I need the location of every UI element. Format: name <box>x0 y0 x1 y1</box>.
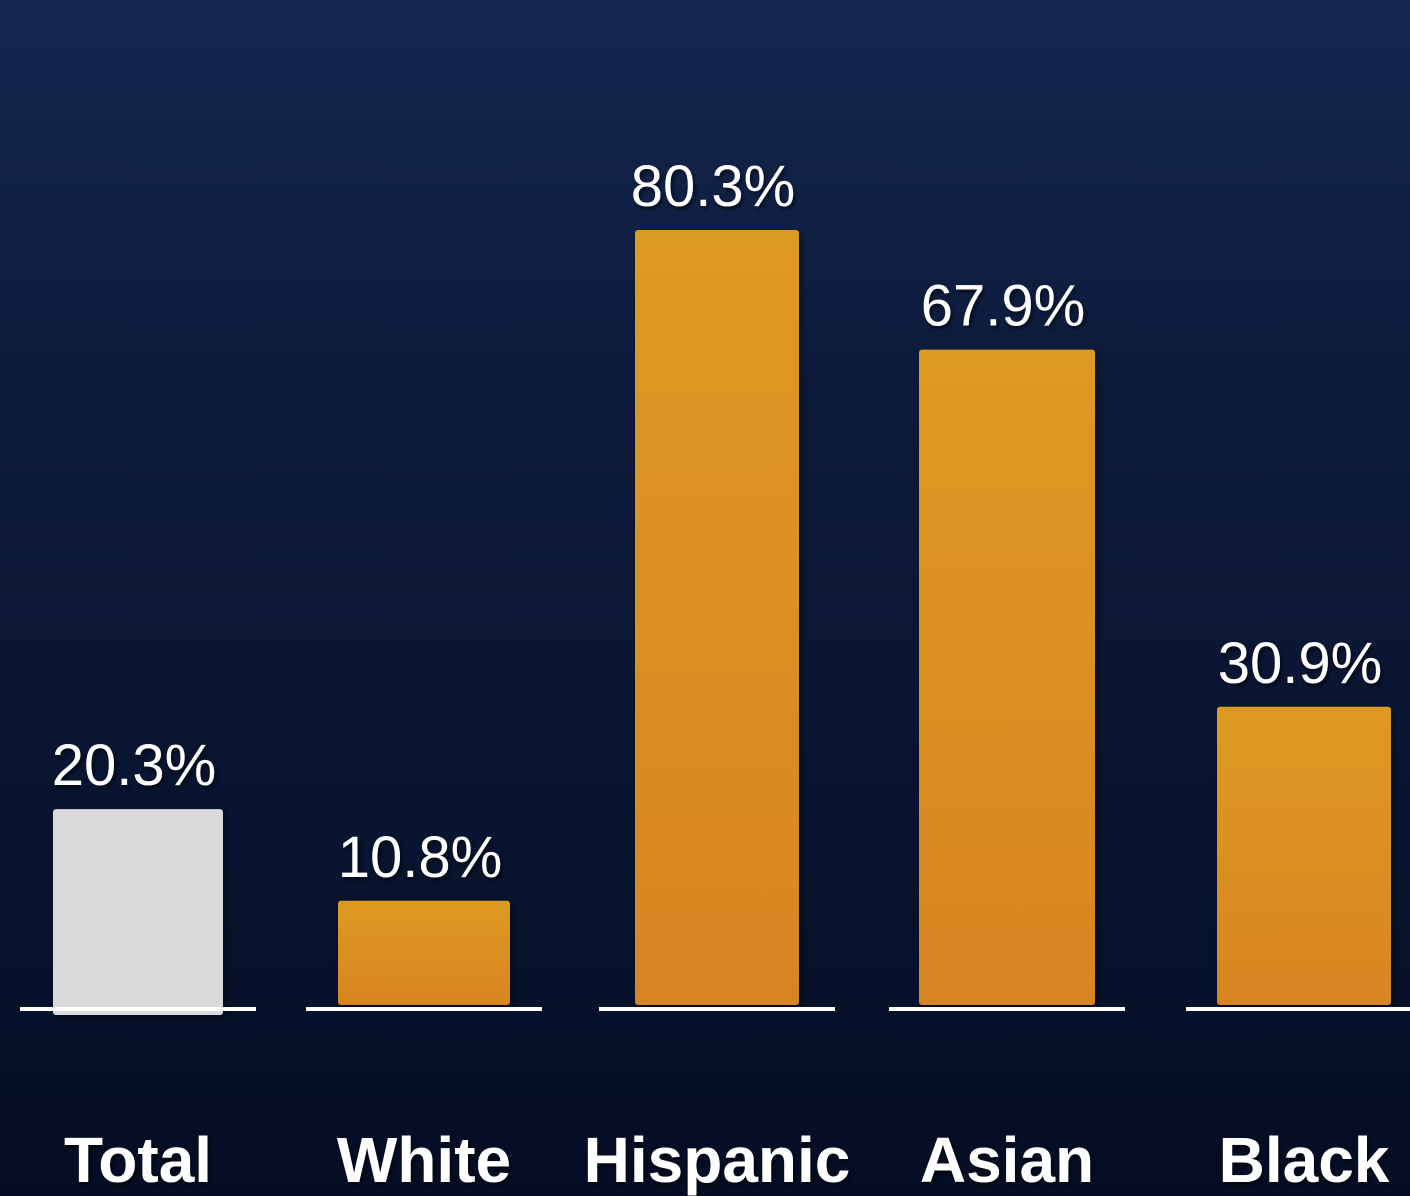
value-label-white: 10.8% <box>338 825 502 890</box>
bar-total <box>53 809 223 1015</box>
bar-hispanic <box>635 230 799 1005</box>
value-label-black: 30.9% <box>1218 631 1382 696</box>
value-label-total: 20.3% <box>52 733 216 798</box>
category-label-black: Black <box>1219 1124 1390 1196</box>
value-label-asian: 67.9% <box>921 274 1085 339</box>
value-label-hispanic: 80.3% <box>631 154 795 219</box>
bar-asian <box>919 349 1095 1005</box>
category-label-total: Total <box>64 1124 212 1196</box>
category-label-white: White <box>337 1124 511 1196</box>
bars-group <box>53 230 1391 1015</box>
bar-black <box>1217 706 1391 1005</box>
bar-white <box>338 900 510 1005</box>
category-label-hispanic: Hispanic <box>584 1124 851 1196</box>
category-label-asian: Asian <box>920 1124 1094 1196</box>
category-labels-group: Total White Hispanic Asian Black <box>64 1124 1390 1196</box>
value-labels-group: 20.3% 10.8% 80.3% 67.9% 30.9% <box>52 154 1382 890</box>
